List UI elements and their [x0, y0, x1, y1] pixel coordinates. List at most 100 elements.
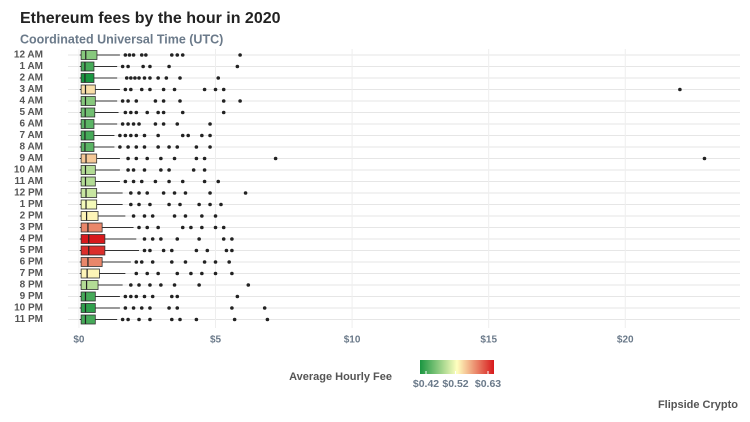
y-tick-label: 8 AM [19, 142, 43, 153]
outlier [167, 306, 171, 310]
outlier [161, 87, 166, 92]
outlier [129, 283, 133, 287]
x-tick-label: $0 [73, 335, 85, 346]
outlier [129, 87, 133, 92]
box [80, 314, 96, 325]
outlier [156, 145, 160, 149]
outlier [230, 237, 234, 241]
x-tick-label: $10 [344, 335, 361, 346]
outlier [246, 283, 251, 287]
y-tick-label: 10 PM [14, 303, 43, 314]
outlier [126, 145, 130, 149]
x-tick-label: $20 [617, 335, 634, 346]
outlier [148, 64, 152, 69]
outlier [159, 237, 163, 241]
y-tick-label: 2 PM [20, 211, 43, 222]
box [80, 50, 98, 60]
outlier [167, 64, 171, 69]
outlier [131, 122, 136, 126]
outlier [197, 202, 201, 207]
y-tick-label: 8 PM [20, 280, 43, 291]
outlier [134, 294, 139, 299]
outlier [139, 53, 144, 57]
outlier [123, 294, 128, 299]
box [80, 303, 96, 313]
y-tick-label: 5 PM [20, 245, 43, 256]
outlier [202, 168, 207, 172]
outlier [180, 133, 185, 138]
outlier [126, 156, 130, 161]
outlier [129, 110, 133, 115]
outlier [142, 145, 147, 149]
outlier [175, 271, 180, 276]
outlier [120, 99, 125, 103]
outlier [120, 122, 125, 126]
outlier [178, 317, 182, 322]
outlier [170, 294, 174, 299]
x-tick-label: $5 [210, 335, 222, 346]
outlier [172, 214, 177, 218]
box [80, 176, 96, 187]
outlier [164, 76, 169, 80]
outlier [213, 225, 218, 230]
outlier [175, 237, 180, 241]
outlier [208, 133, 212, 138]
outlier [170, 260, 174, 264]
outlier [126, 99, 130, 103]
outlier [180, 225, 185, 230]
outlier [137, 317, 141, 322]
y-tick-label: 10 AM [14, 165, 43, 176]
outlier [197, 283, 201, 287]
x-tick-label: $15 [480, 335, 497, 346]
box [80, 199, 98, 210]
outlier [238, 53, 242, 57]
outlier [180, 179, 185, 184]
outlier [142, 248, 147, 253]
outlier [134, 260, 139, 264]
y-tick-label: 3 PM [20, 222, 43, 233]
box [80, 188, 98, 198]
outlier [216, 76, 221, 80]
y-tick-label: 1 AM [19, 61, 43, 72]
outlier [202, 260, 207, 264]
outlier [194, 145, 199, 149]
outlier [129, 133, 133, 138]
y-tick-label: 1 PM [20, 199, 43, 210]
colorbar-tick-label: $0.63 [475, 378, 501, 390]
outlier [142, 168, 147, 172]
outlier [273, 156, 278, 161]
outlier [148, 202, 152, 207]
outlier [221, 87, 226, 92]
outlier [141, 64, 145, 69]
outlier [142, 294, 147, 299]
outlier [235, 294, 240, 299]
outlier [150, 214, 155, 218]
outlier [134, 110, 139, 115]
box [80, 234, 106, 244]
outlier [129, 76, 133, 80]
outlier [148, 76, 152, 80]
outlier [221, 225, 226, 230]
box [80, 153, 98, 164]
box [80, 96, 96, 106]
outlier [178, 202, 182, 207]
outlier [167, 168, 171, 172]
outlier [227, 260, 231, 264]
outlier [161, 110, 166, 115]
box [80, 222, 103, 233]
outlier [167, 179, 171, 184]
outlier [230, 248, 234, 253]
outlier [175, 306, 180, 310]
y-tick-label: 9 PM [20, 291, 43, 302]
outlier [213, 214, 218, 218]
outlier [148, 283, 152, 287]
outlier [167, 202, 171, 207]
outlier [126, 317, 130, 322]
outlier [678, 87, 682, 92]
outlier [219, 202, 223, 207]
outlier [172, 156, 177, 161]
outlier [221, 237, 226, 241]
outlier [145, 191, 150, 195]
outlier [123, 87, 128, 92]
